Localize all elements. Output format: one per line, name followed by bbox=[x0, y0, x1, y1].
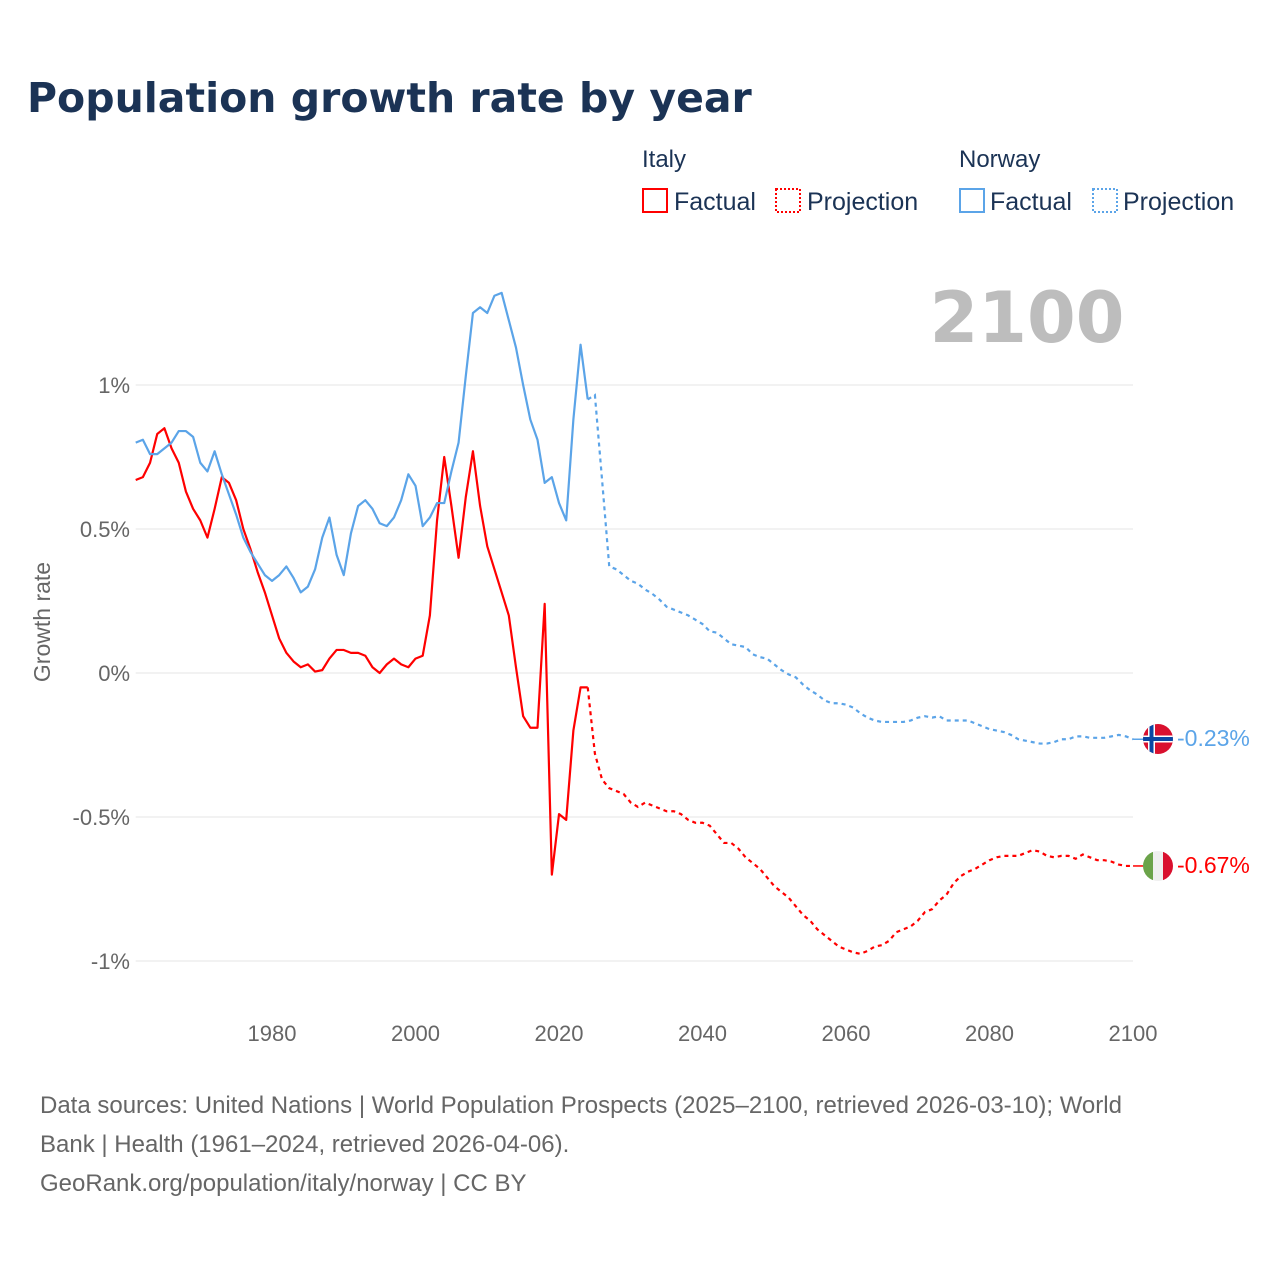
footer-attribution-link[interactable]: GeoRank.org/population/italy/norway | CC… bbox=[40, 1170, 526, 1197]
x-tick-label: 2080 bbox=[965, 1021, 1014, 1046]
legend-label-norway-projection: Projection bbox=[1123, 188, 1234, 216]
x-tick-label: 2000 bbox=[391, 1021, 440, 1046]
legend-group-italy: Italy bbox=[642, 146, 686, 173]
legend: Italy Factual Projection Norway Factual … bbox=[642, 146, 1234, 216]
y-tick-label: -1% bbox=[91, 949, 130, 974]
x-tick-label: 1980 bbox=[248, 1021, 297, 1046]
y-tick-label: 0.5% bbox=[80, 517, 130, 542]
y-tick-label: -0.5% bbox=[73, 805, 130, 830]
page-title: Population growth rate by year bbox=[27, 74, 753, 122]
legend-swatch-norway-factual bbox=[959, 188, 985, 213]
x-tick-label: 2020 bbox=[535, 1021, 584, 1046]
legend-label-italy-projection: Projection bbox=[807, 188, 918, 216]
footer-sources-line2: Bank | Health (1961–2024, retrieved 2026… bbox=[40, 1131, 569, 1158]
footer-sources-line1: Data sources: United Nations | World Pop… bbox=[40, 1092, 1122, 1119]
x-tick-label: 2040 bbox=[678, 1021, 727, 1046]
gridlines bbox=[135, 384, 1133, 962]
y-axis-title: Growth rate bbox=[29, 562, 55, 682]
x-axis-ticks: 1980 2000 2020 2040 2060 2080 2100 bbox=[248, 1021, 1158, 1046]
italy-flag-icon bbox=[1143, 851, 1173, 881]
legend-label-norway-factual: Factual bbox=[990, 188, 1072, 216]
legend-swatch-italy-projection bbox=[775, 188, 801, 213]
norway-projection-line bbox=[587, 393, 1134, 745]
norway-end-value-label: -0.23% bbox=[1177, 725, 1250, 751]
italy-projection-line bbox=[586, 687, 1134, 955]
norway-flag-icon bbox=[1143, 724, 1173, 754]
legend-swatch-norway-projection bbox=[1092, 188, 1118, 213]
italy-factual-line bbox=[135, 427, 588, 876]
y-tick-label: 1% bbox=[98, 373, 130, 398]
y-tick-label: 0% bbox=[98, 661, 130, 686]
x-tick-label: 2100 bbox=[1109, 1021, 1158, 1046]
legend-swatch-italy-factual bbox=[642, 188, 668, 213]
italy-end-value-label: -0.67% bbox=[1177, 852, 1250, 878]
current-year-label: 2100 bbox=[930, 277, 1125, 359]
y-axis-ticks: 1% 0.5% 0% -0.5% -1% bbox=[73, 373, 130, 974]
legend-group-norway: Norway bbox=[959, 146, 1040, 173]
x-tick-label: 2060 bbox=[822, 1021, 871, 1046]
series-lines bbox=[135, 291, 1143, 955]
legend-label-italy-factual: Factual bbox=[674, 188, 756, 216]
norway-factual-line bbox=[135, 291, 589, 594]
